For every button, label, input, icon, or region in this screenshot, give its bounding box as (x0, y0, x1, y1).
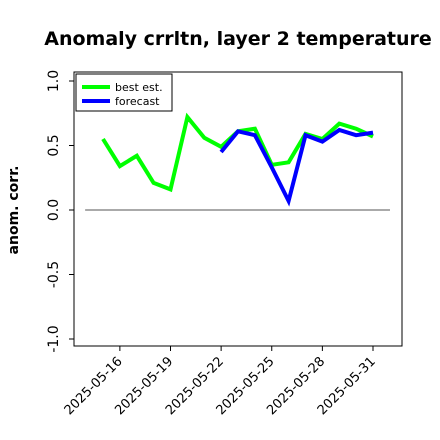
y-tick-label: 0.0 (46, 199, 62, 221)
y-tick-label: 0.5 (46, 134, 62, 156)
y-tick-label: -0.5 (46, 261, 62, 288)
series-layer (101, 112, 374, 207)
chart-title: Anomaly crrltn, layer 2 temperature (44, 28, 432, 50)
y-axis: -1.0 -0.5 0.0 0.5 1.0 (46, 70, 74, 353)
y-tick-label: -1.0 (46, 325, 62, 352)
legend-label-forecast: forecast (115, 95, 160, 108)
y-axis-label: anom. corr. (6, 166, 22, 255)
legend-label-best-est: best est. (115, 81, 163, 94)
legend: best est. forecast (75, 73, 173, 112)
plot-area (73, 71, 403, 347)
x-axis: 2025-05-162025-05-192025-05-222025-05-25… (62, 346, 379, 418)
legend-box (75, 73, 173, 112)
y-tick-label: 1.0 (46, 70, 62, 92)
series-line-forecast (219, 127, 374, 207)
